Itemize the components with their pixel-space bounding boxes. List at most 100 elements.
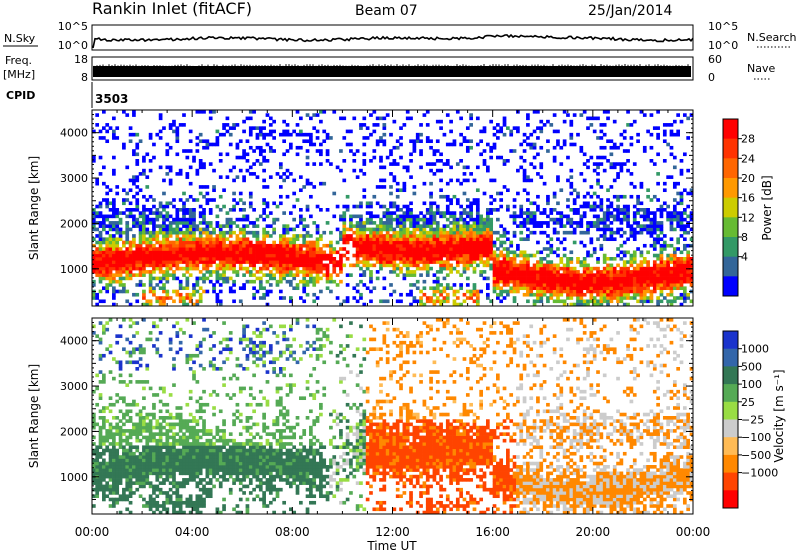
heatmap-cell (472, 257, 477, 261)
heatmap-cell (132, 491, 136, 495)
heatmap-cell (622, 273, 627, 277)
heatmap-cell (349, 227, 353, 232)
heatmap-cell (278, 247, 283, 251)
heatmap-cell (656, 132, 660, 137)
heatmap-cell (609, 185, 614, 189)
heatmap-cell (439, 253, 443, 258)
heatmap-cell (132, 175, 136, 179)
heatmap-cell (218, 208, 223, 212)
heatmap-cell (125, 481, 130, 485)
heatmap-cell (469, 263, 473, 268)
heatmap-cell (622, 211, 627, 215)
heatmap-cell (475, 214, 480, 219)
heatmap-cell (422, 286, 427, 291)
heatmap-cell (155, 260, 160, 264)
heatmap-cell (656, 257, 660, 261)
heatmap-cell (202, 260, 206, 264)
heatmap-cell (449, 221, 453, 225)
heatmap-cell (165, 266, 170, 271)
heatmap-cell (252, 292, 256, 297)
heatmap-cell (185, 243, 190, 248)
heatmap-cell (285, 247, 290, 251)
heatmap-cell (118, 324, 123, 329)
heatmap-cell (125, 478, 130, 482)
heatmap-cell (586, 283, 590, 287)
heatmap-cell (92, 435, 96, 440)
heatmap-cell (158, 204, 163, 209)
noise-right-tick-top: 10^5 (708, 20, 738, 33)
heatmap-cell (459, 116, 463, 121)
heatmap-cell (429, 168, 433, 173)
heatmap-cell (472, 247, 477, 251)
heatmap-cell (509, 279, 514, 284)
heatmap-cell (405, 243, 410, 248)
heatmap-cell (606, 224, 610, 228)
heatmap-cell (462, 211, 467, 215)
heatmap-cell (492, 253, 497, 258)
heatmap-cell (646, 211, 650, 215)
heatmap-cell (465, 250, 470, 255)
heatmap-cell (469, 204, 473, 209)
heatmap-cell (349, 234, 353, 238)
heatmap-cell (389, 260, 393, 264)
heatmap-cell (125, 429, 130, 433)
heatmap-cell (666, 123, 670, 127)
heatmap-cell (155, 263, 160, 268)
heatmap-cell (465, 276, 470, 281)
heatmap-cell (282, 253, 287, 258)
heatmap-cell (168, 273, 173, 277)
heatmap-cell (656, 240, 660, 245)
heatmap-cell (282, 247, 287, 251)
heatmap-cell (602, 155, 607, 160)
heatmap-cell (162, 214, 166, 219)
heatmap-cell (268, 276, 273, 281)
heatmap-cell (282, 211, 287, 215)
heatmap-cell (475, 299, 480, 304)
heatmap-cell (362, 257, 367, 261)
heatmap-cell (198, 234, 203, 238)
heatmap-cell (639, 214, 644, 219)
heatmap-cell (192, 217, 196, 222)
heatmap-cell (138, 409, 143, 414)
heatmap-cell (405, 165, 410, 170)
heatmap-cell (469, 227, 473, 232)
heatmap-cell (332, 191, 337, 196)
heatmap-cell (599, 289, 604, 294)
heatmap-cell (485, 165, 490, 170)
heatmap-cell (299, 188, 303, 193)
heatmap-cell (496, 155, 500, 160)
heatmap-cell (379, 266, 383, 271)
heatmap-cell (185, 155, 190, 160)
heatmap-cell (339, 253, 343, 258)
heatmap-cell (258, 250, 263, 255)
heatmap-cell (132, 471, 136, 476)
heatmap-cell (295, 110, 300, 114)
heatmap-cell (235, 243, 240, 248)
heatmap-cell (532, 224, 537, 228)
heatmap-cell (659, 204, 664, 209)
heatmap-cell (412, 217, 417, 222)
heatmap-cell (682, 296, 687, 300)
heatmap-cell (98, 299, 103, 304)
heatmap-cell (108, 442, 113, 446)
heatmap-cell (362, 136, 367, 140)
heatmap-cell (302, 237, 307, 242)
heatmap-cell (536, 286, 540, 291)
heatmap-cell (222, 276, 226, 281)
heatmap-cell (435, 247, 440, 251)
heatmap-cell (175, 214, 180, 219)
heatmap-cell (652, 270, 657, 274)
heatmap-cell (402, 217, 407, 222)
heatmap-cell (385, 260, 390, 264)
heatmap-cell (429, 296, 433, 300)
heatmap-cell (462, 299, 467, 304)
heatmap-cell (198, 211, 203, 215)
heatmap-cell (339, 257, 343, 261)
heatmap-cell (135, 283, 140, 287)
heatmap-cell (309, 139, 313, 144)
heatmap-cell (369, 243, 373, 248)
heatmap-cell (145, 425, 150, 430)
heatmap-cell (115, 334, 120, 338)
heatmap-cell (175, 129, 180, 134)
heatmap-cell (195, 237, 200, 242)
